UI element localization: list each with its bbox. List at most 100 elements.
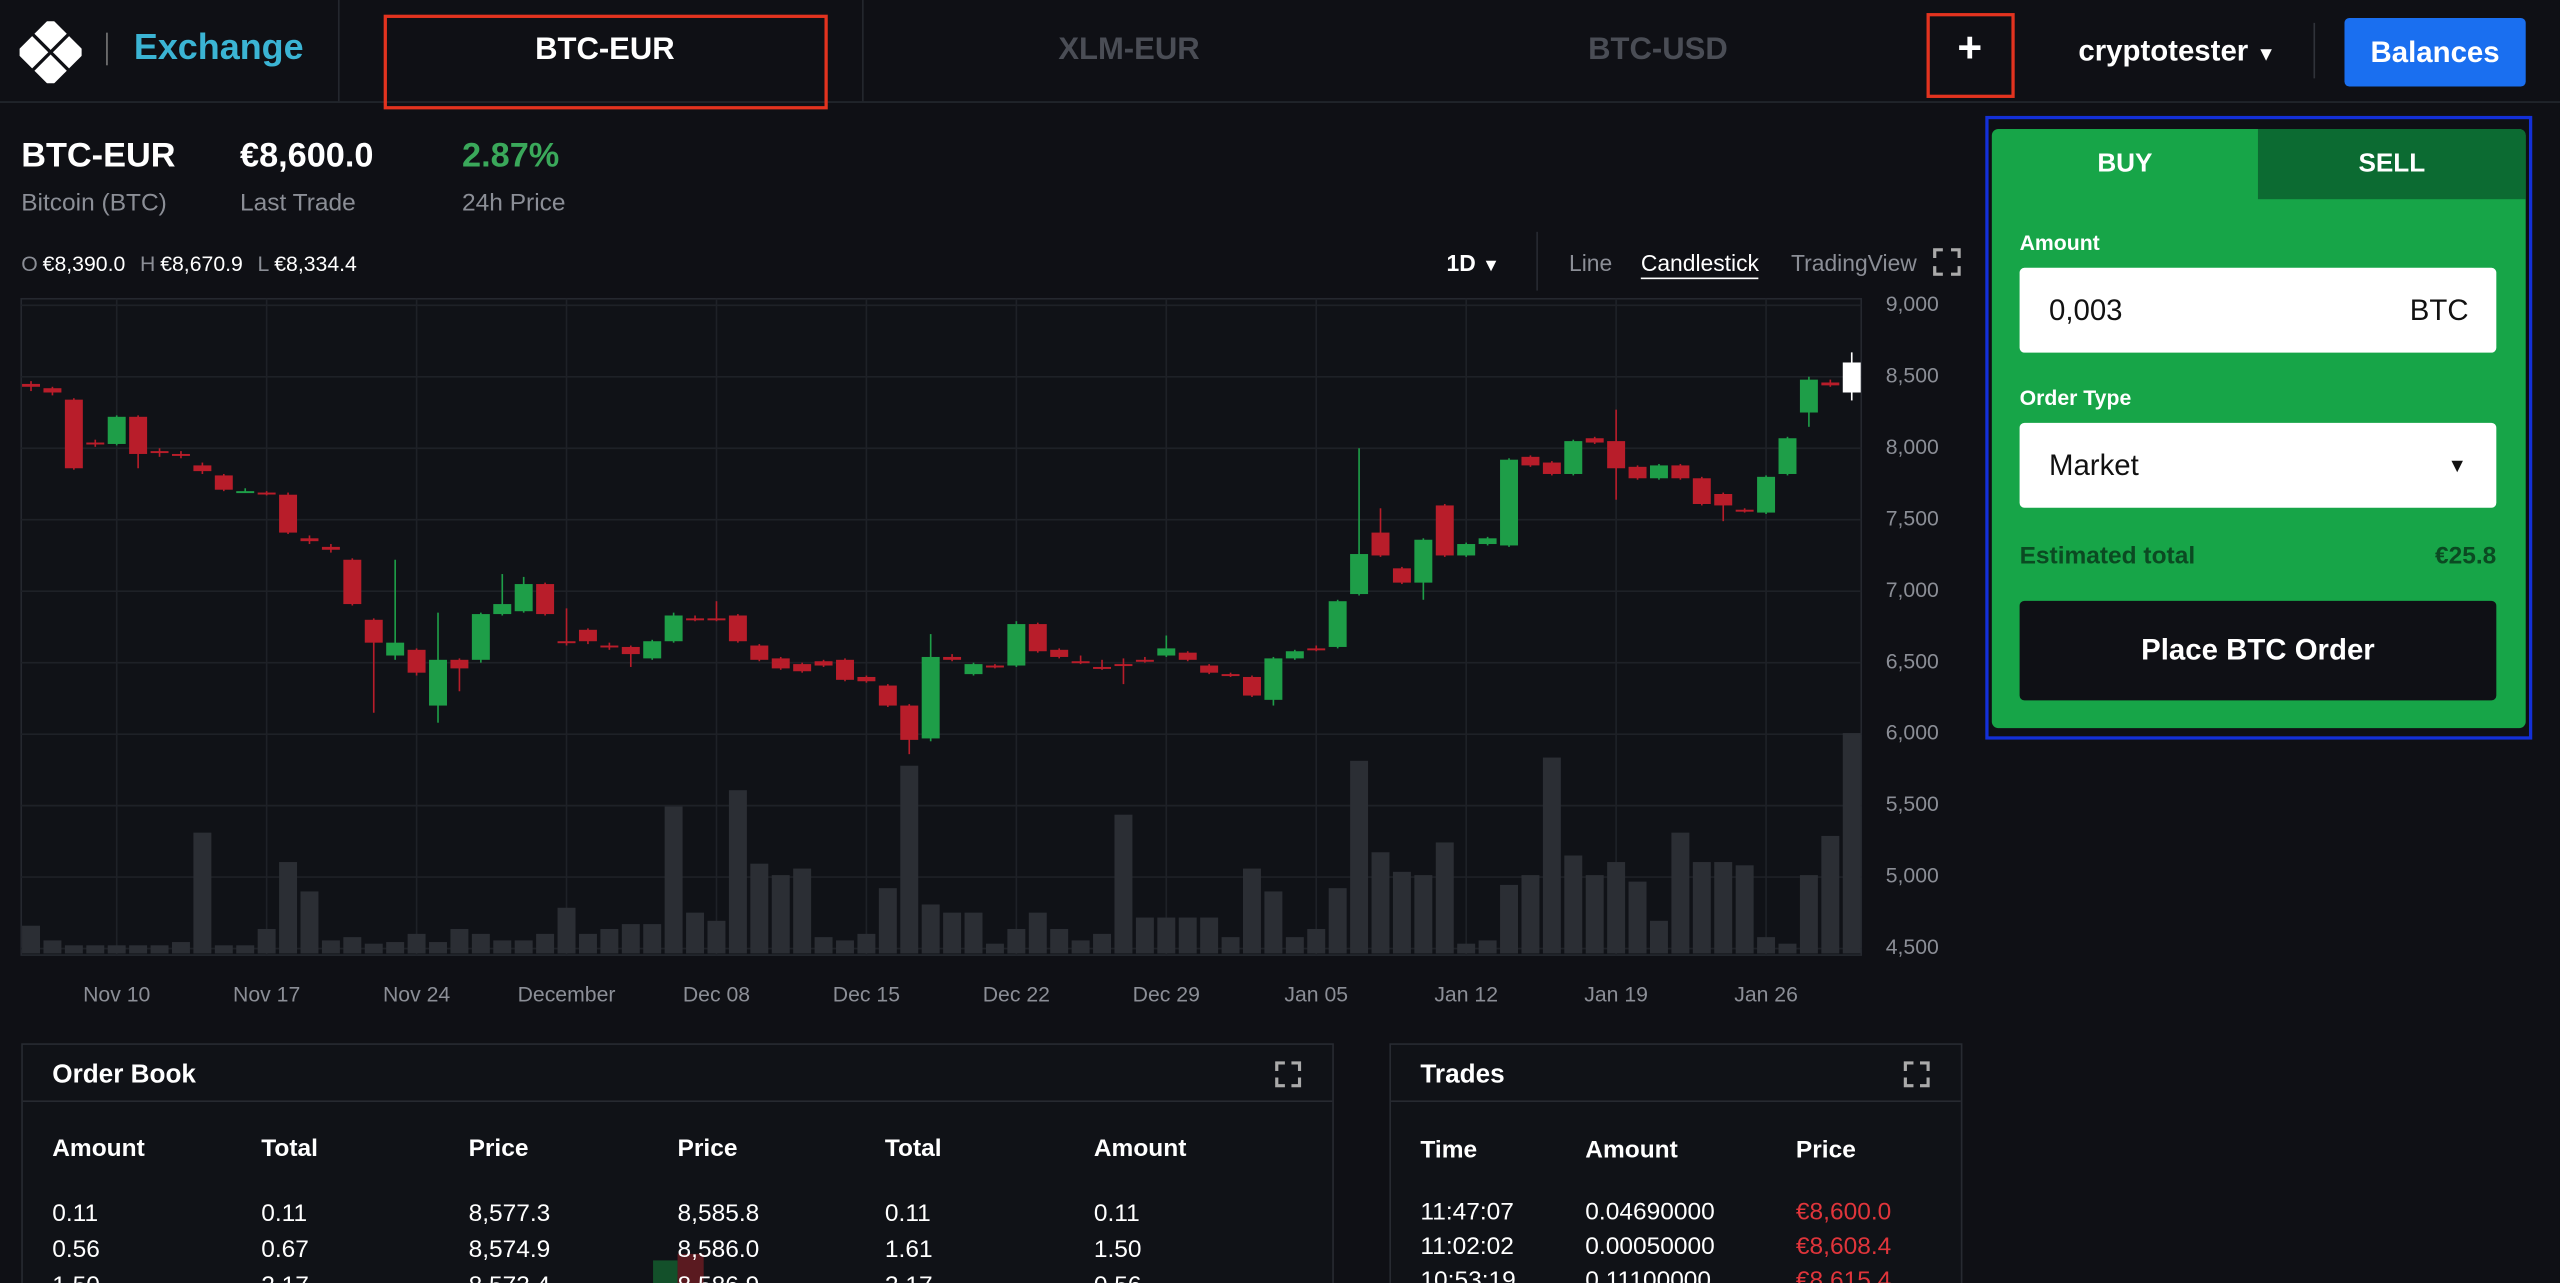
candle-body — [1285, 651, 1304, 659]
volume-bar — [1007, 928, 1026, 954]
divider — [22, 1100, 1333, 1103]
candle-body — [1649, 465, 1668, 479]
candle-body — [1757, 476, 1776, 513]
highlight-box — [1985, 115, 2533, 740]
market-tab[interactable]: BTC-USD — [1588, 32, 1728, 67]
candle-body — [364, 619, 383, 643]
view-option[interactable]: Candlestick — [1640, 250, 1759, 280]
trade-cell: 11:47:07 — [1420, 1198, 1514, 1227]
expand-icon[interactable] — [1903, 1061, 1930, 1088]
amount-input[interactable]: 0,003 BTC — [2019, 267, 2497, 353]
volume-bar — [321, 940, 340, 954]
volume-bar — [1028, 912, 1047, 954]
divider — [1536, 231, 1538, 291]
candle-body — [1607, 441, 1626, 469]
candle-body — [471, 614, 490, 660]
column-header: Price — [677, 1134, 738, 1163]
trades-panel: Trades Time Amount Price 11:47:07 0.04690000… — [1389, 1043, 1963, 1283]
last-trade: €8,600.0 — [239, 137, 374, 175]
sell-tab[interactable]: SELL — [2257, 128, 2526, 200]
y-tick-label: 8,500 — [1886, 364, 1939, 387]
x-tick-label: Dec 15 — [833, 984, 900, 1007]
order-cell: 0.67 — [261, 1235, 309, 1264]
volume-bar — [193, 832, 212, 954]
candle-body — [64, 399, 83, 469]
candle-body — [1478, 538, 1497, 545]
order-type-select[interactable]: Market ▼ — [2019, 422, 2497, 508]
view-option[interactable]: TradingView — [1791, 249, 1917, 276]
market-tab[interactable]: BTC-EUR — [535, 32, 675, 67]
volume-bar — [1307, 928, 1326, 954]
candle-body — [150, 451, 169, 454]
candle-body — [1585, 438, 1604, 443]
candle-body — [728, 615, 747, 642]
volume-bar — [364, 943, 383, 954]
volume-bar — [1757, 937, 1776, 954]
expand-icon[interactable] — [1933, 248, 1961, 276]
volume-bar — [1050, 928, 1069, 954]
candle-body — [107, 416, 126, 444]
volume-bar — [1414, 875, 1433, 954]
user-menu[interactable]: cryptotester ▼ — [2078, 34, 2275, 68]
candle-body — [22, 383, 40, 387]
volume-bar — [793, 868, 812, 954]
trade-cell: 11:02:02 — [1420, 1232, 1514, 1261]
balances-button[interactable]: Balances — [2344, 17, 2526, 87]
candle-body — [750, 645, 769, 660]
y-tick-label: 7,000 — [1886, 579, 1939, 602]
divider — [337, 0, 340, 102]
candle-body — [857, 676, 876, 682]
plot-area — [20, 297, 1863, 956]
order-cell: 8,586.0 — [677, 1235, 760, 1264]
y-tick-label: 7,500 — [1886, 507, 1939, 530]
candle-body — [878, 685, 897, 706]
volume-bar — [1564, 855, 1583, 954]
order-type: Market — [2048, 448, 2139, 482]
volume-bar — [1071, 940, 1090, 954]
buy-tab[interactable]: BUY — [2097, 150, 2153, 178]
candle-body — [985, 665, 1004, 668]
column-header: Price — [468, 1134, 529, 1163]
order-cell: 8,577.3 — [468, 1199, 551, 1228]
order-form: BUY SELL Amount 0,003 BTC Order Type Mar… — [1991, 128, 2526, 729]
candle-body — [1028, 624, 1047, 652]
ohlc-item: O €8,390.0 — [21, 251, 125, 275]
y-tick-label: 6,500 — [1886, 650, 1939, 673]
logo — [19, 21, 82, 84]
volume-bar — [985, 943, 1004, 954]
volume-bar — [943, 912, 962, 954]
candle-body — [1542, 462, 1561, 474]
volume-bar — [1521, 875, 1540, 954]
x-tick-label: Nov 24 — [383, 984, 450, 1007]
volume-bar — [643, 924, 662, 954]
price-chart: 4,500 5,000 5,500 6,000 6,500 7,000 7,500 8,000… — [20, 293, 1939, 1007]
ohlc-value: €8,334.4 — [274, 251, 357, 276]
price-change: 2.87% — [462, 137, 560, 175]
x-tick-label: Dec 29 — [1133, 984, 1200, 1007]
depth-bar — [653, 1260, 678, 1283]
expand-icon[interactable] — [1275, 1061, 1302, 1088]
column-header: Amount — [52, 1134, 145, 1163]
volume-bar — [1671, 832, 1690, 954]
add-tab[interactable]: + — [1957, 22, 1983, 72]
volume-bar — [1585, 875, 1604, 954]
order-cell: 0.11 — [52, 1199, 99, 1228]
candle-body — [1328, 601, 1347, 647]
interval-select[interactable]: 1D ▼ — [1447, 250, 1500, 276]
estimated-label: Estimated total — [2019, 542, 2196, 570]
volume-bar — [600, 928, 619, 954]
ohlc-value: €8,670.9 — [160, 251, 243, 276]
x-tick-label: Nov 17 — [233, 984, 300, 1007]
panel-title: Trades — [1420, 1061, 1505, 1089]
volume-bar — [450, 928, 469, 954]
candle-body — [1050, 649, 1069, 657]
view-option[interactable]: Line — [1568, 249, 1613, 276]
order-cell: 0.11 — [261, 1199, 308, 1228]
volume-bar — [1350, 760, 1369, 954]
market-tab[interactable]: XLM-EUR — [1058, 32, 1200, 67]
candle-body — [621, 646, 640, 655]
ohlc-key: L — [257, 251, 270, 276]
place-order-button[interactable]: Place BTC Order — [2019, 600, 2497, 701]
candle-body — [1671, 465, 1690, 479]
caret: ▼ — [1482, 256, 1500, 276]
